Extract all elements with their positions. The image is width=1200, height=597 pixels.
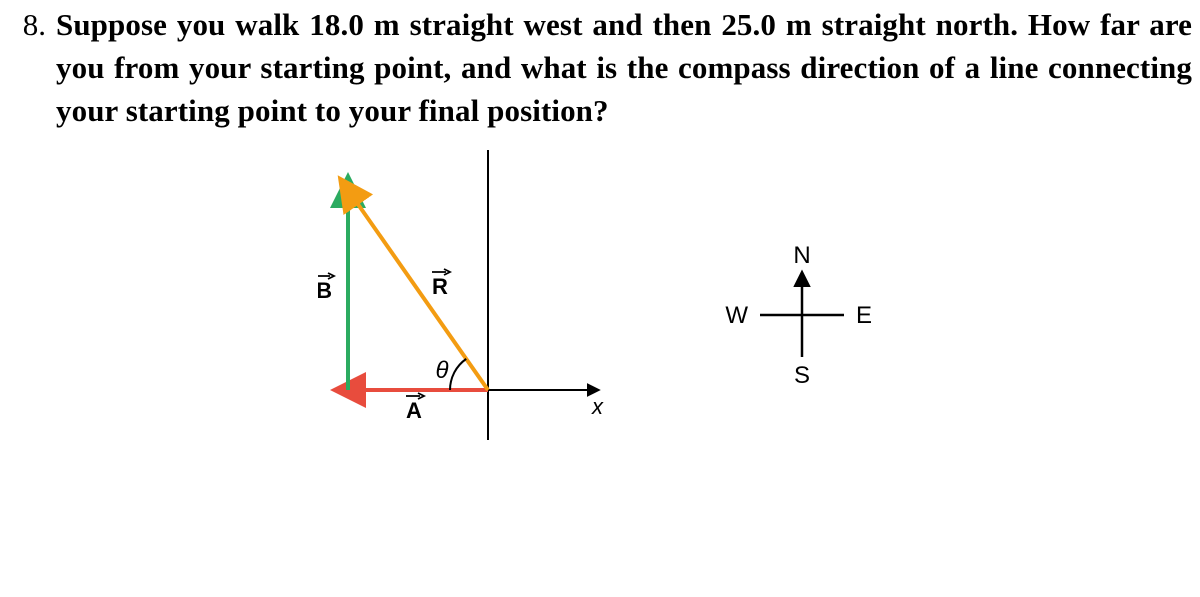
vector-diagram: yxABRθ: [318, 150, 658, 480]
problem-text: Suppose you walk 18.0 m straight west an…: [56, 4, 1192, 132]
compass-s: S: [794, 362, 810, 389]
vector-a-label: A: [406, 398, 422, 423]
compass-rose: N S E W: [722, 235, 882, 395]
figure-area: yxABRθ NSEW: [8, 150, 1192, 480]
theta-label: θ: [435, 357, 448, 384]
axis-x-label: x: [591, 394, 604, 419]
problem-number: 8.: [8, 7, 52, 43]
vector-r-label: R: [432, 274, 448, 299]
compass-n: N: [793, 242, 810, 269]
vector-b-label: B: [318, 278, 332, 303]
compass-w: W: [725, 302, 748, 329]
compass-e: E: [856, 302, 872, 329]
